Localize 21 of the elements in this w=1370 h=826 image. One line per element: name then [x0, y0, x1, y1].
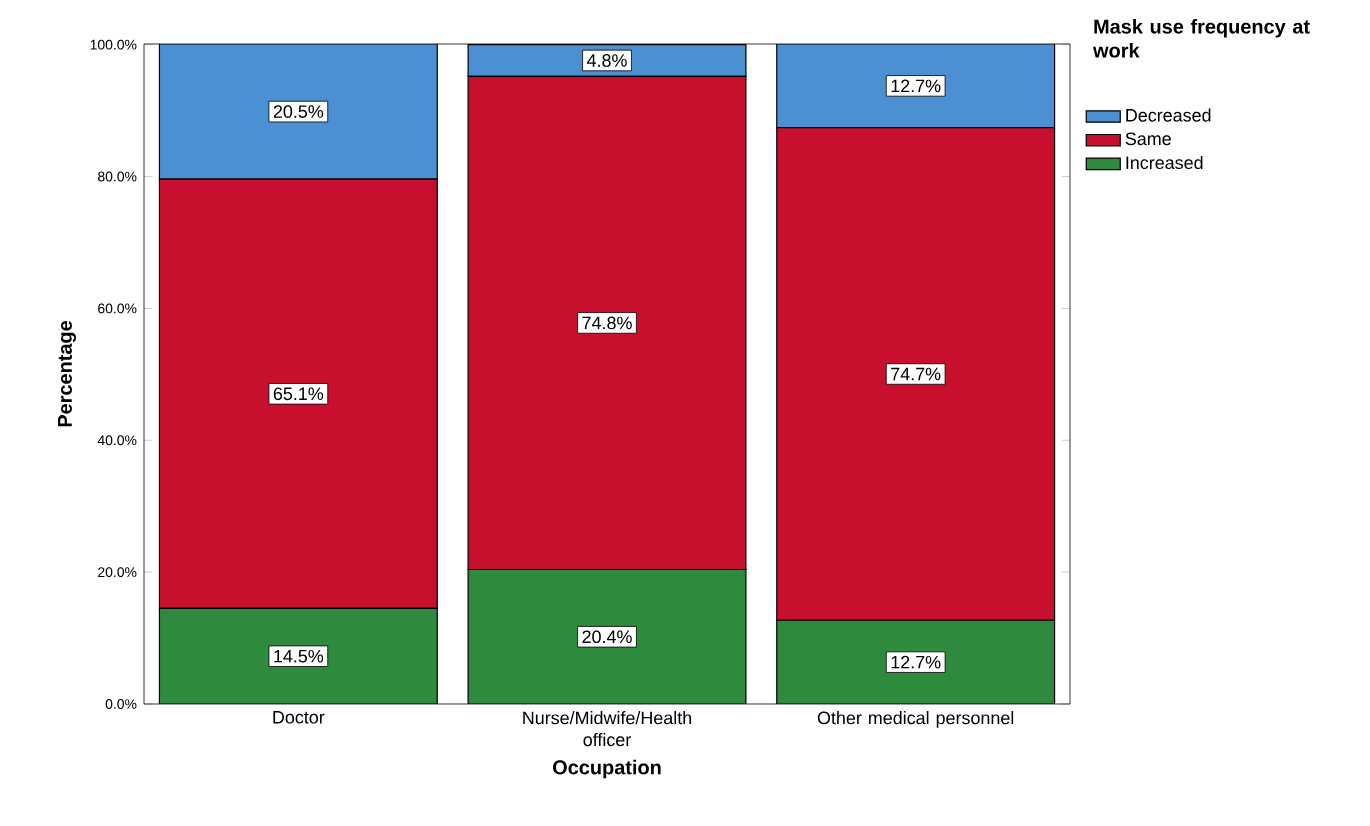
data-label: 74.7% — [891, 367, 941, 381]
data-label: 74.8% — [582, 316, 632, 330]
x-tick-label: Doctor — [273, 711, 325, 724]
bar — [159, 608, 438, 704]
data-label: 12.7% — [891, 79, 941, 93]
data-label: 20.4% — [582, 630, 632, 644]
legend-label: Same — [1125, 132, 1171, 146]
data-label: 14.5% — [274, 649, 324, 663]
legend-label: Increased — [1126, 155, 1203, 170]
data-label: 12.7% — [891, 655, 941, 669]
x-tick-label: Other medical personnel — [817, 711, 1014, 728]
data-label: 20.5% — [273, 105, 324, 118]
legend-title: Mask use frequency at work — [1092, 19, 1310, 58]
bar — [776, 619, 1056, 704]
x-axis-title: Occupation — [553, 759, 661, 779]
x-tick-label: Nurse/Midwife/Health officer — [523, 711, 692, 747]
data-label: 4.8% — [586, 54, 627, 67]
legend-label: Decreased — [1126, 108, 1211, 122]
bar — [468, 569, 746, 704]
y-axis-title: Percentage — [58, 320, 76, 427]
data-label: 65.1% — [273, 387, 324, 401]
